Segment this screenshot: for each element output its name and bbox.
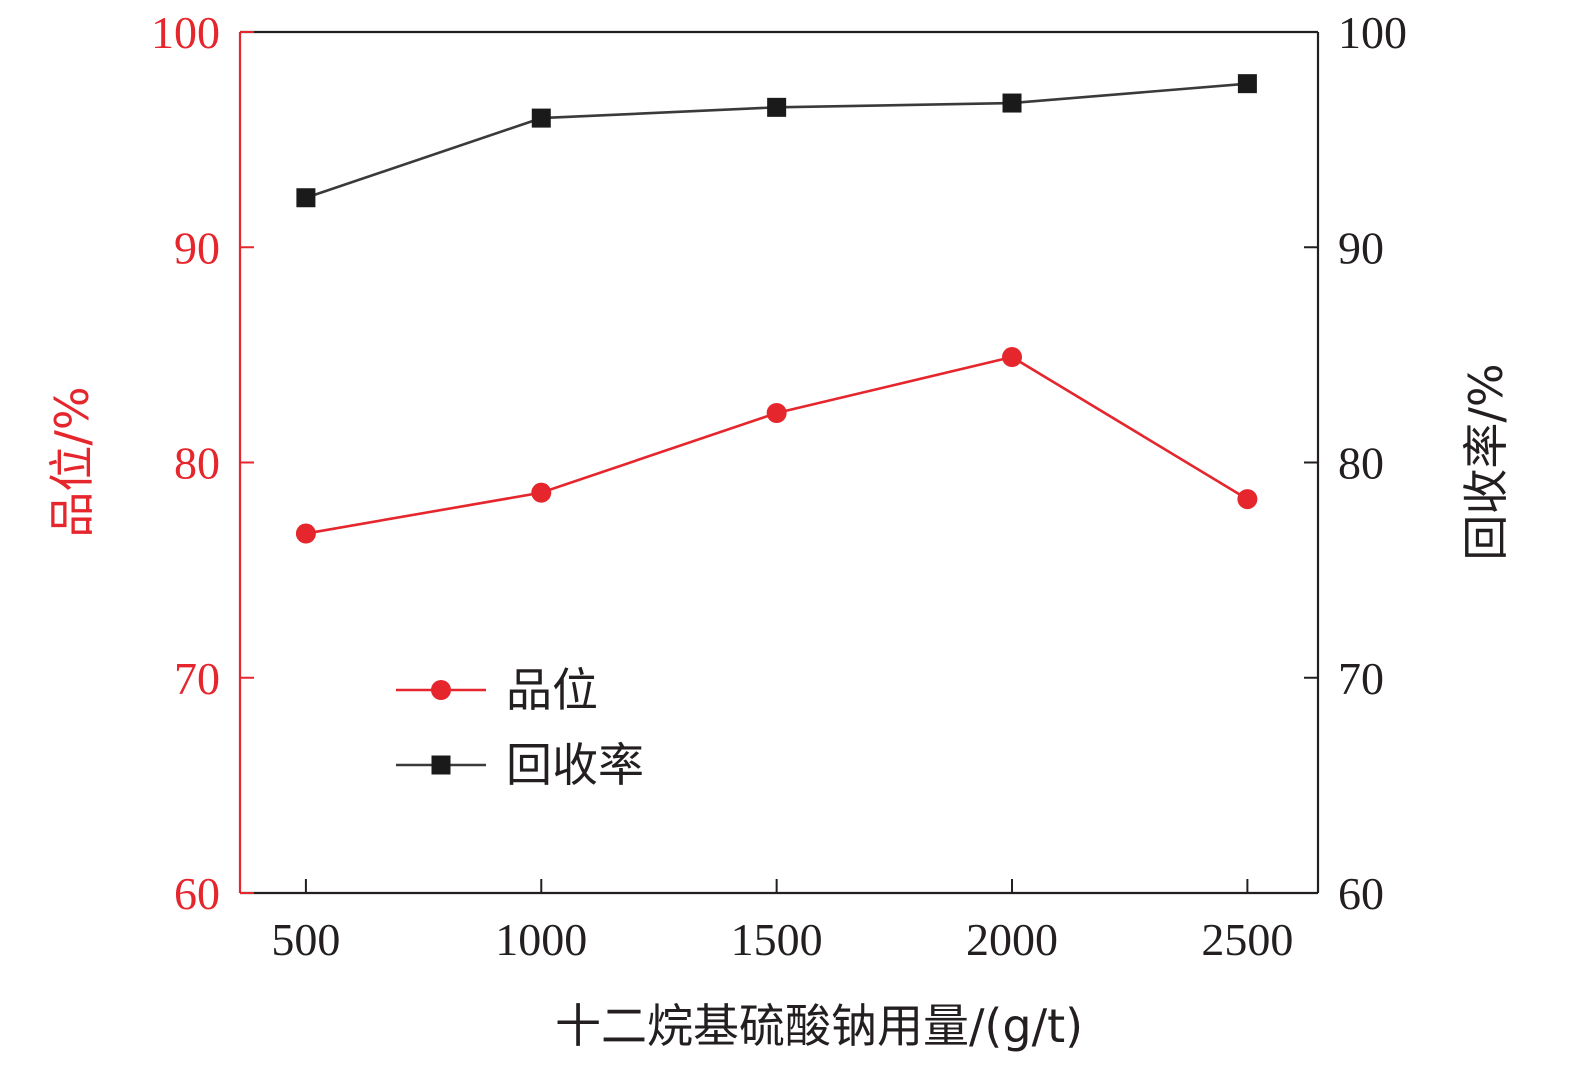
recovery-point-marker xyxy=(1237,74,1257,94)
left-y-axis-title: 品位/% xyxy=(45,386,99,537)
x-tick-label: 2000 xyxy=(966,914,1058,965)
x-tick-label: 1000 xyxy=(495,914,587,965)
legend-marker-grade xyxy=(431,680,451,700)
left-y-tick-label: 60 xyxy=(174,868,220,919)
legend-label-recovery: 回收率 xyxy=(506,738,644,792)
recovery-point-marker xyxy=(531,108,551,128)
x-tick-label: 500 xyxy=(271,914,340,965)
right-y-tick-label: 90 xyxy=(1338,222,1384,273)
left-y-tick-label: 90 xyxy=(174,222,220,273)
recovery-point-marker xyxy=(1002,93,1022,113)
right-y-axis-title: 回收率/% xyxy=(1459,363,1513,560)
right-y-tick-label: 70 xyxy=(1338,653,1384,704)
left-y-tick-label: 70 xyxy=(174,653,220,704)
grade-point-marker xyxy=(531,482,552,503)
right-y-tick-label: 80 xyxy=(1338,438,1384,489)
left-y-tick-label: 100 xyxy=(151,7,220,58)
x-axis-title: 十二烷基硫酸钠用量/(g/t) xyxy=(555,999,1083,1053)
recovery-point-marker xyxy=(296,188,316,208)
x-tick-label: 2500 xyxy=(1201,914,1293,965)
recovery-point-marker xyxy=(767,97,787,117)
grade-point-marker xyxy=(1002,347,1023,368)
grade-point-marker xyxy=(295,523,316,544)
series-line-grade xyxy=(305,355,1249,535)
grade-point-marker xyxy=(766,402,787,423)
legend-label-grade: 品位 xyxy=(506,663,598,717)
right-y-tick-label: 60 xyxy=(1338,868,1384,919)
legend-marker-recovery xyxy=(431,755,451,775)
right-y-tick-label: 100 xyxy=(1338,7,1407,58)
left-y-tick-label: 80 xyxy=(174,438,220,489)
grade-point-marker xyxy=(1237,489,1258,510)
x-tick-label: 1500 xyxy=(731,914,823,965)
